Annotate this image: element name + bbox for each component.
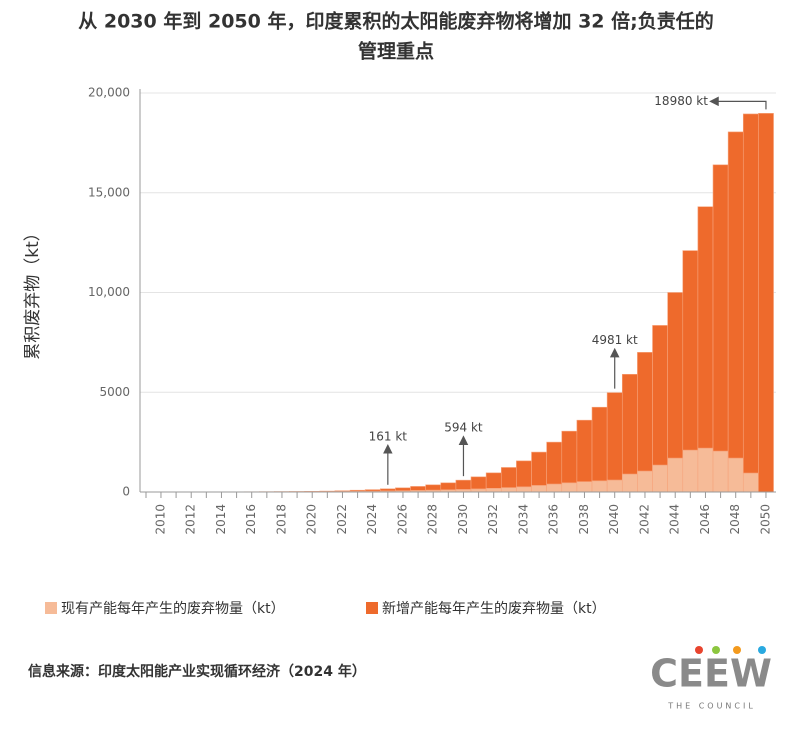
bar	[652, 325, 668, 466]
bar	[485, 472, 502, 489]
x-tick-label: 2044	[668, 504, 682, 535]
bar	[561, 430, 578, 484]
bar	[682, 449, 699, 493]
y-tick-label: 20,000	[88, 86, 130, 100]
annotation: 4981 kt	[592, 333, 638, 347]
x-tick-label: 2016	[244, 504, 258, 535]
x-tick-label: 2034	[516, 504, 530, 535]
bar	[379, 488, 396, 492]
logo-tagline: THE COUNCIL	[667, 702, 756, 711]
chart-title: 从 2030 年到 2050 年，印度累积的太阳能废弃物将增加 32 倍;负责任…	[78, 10, 714, 33]
bar	[516, 460, 532, 488]
annotation-arrow	[709, 96, 767, 110]
source: 信息来源：印度太阳能产业实现循环经济（2024 年）	[28, 663, 366, 680]
bar	[500, 487, 517, 493]
bar	[652, 464, 668, 493]
bar	[561, 482, 578, 493]
bar	[500, 467, 517, 488]
bar	[455, 479, 472, 490]
bar	[546, 483, 563, 493]
annotation: 594 kt	[444, 421, 483, 435]
x-tick-label: 2042	[637, 504, 651, 535]
bar	[425, 484, 442, 491]
x-tick-label: 2028	[426, 504, 440, 535]
bar	[410, 486, 426, 491]
x-tick-label: 2012	[184, 504, 198, 535]
x-tick-label: 2010	[153, 504, 167, 535]
legend-swatch	[45, 602, 57, 614]
x-tick-label: 2036	[547, 504, 561, 535]
bar	[606, 479, 623, 493]
bar	[349, 489, 366, 492]
bar	[440, 482, 457, 491]
x-tick-label: 2022	[335, 504, 349, 535]
bar	[667, 292, 684, 459]
bar	[591, 480, 608, 493]
bar	[606, 392, 623, 481]
x-tick-label: 2024	[365, 504, 379, 535]
y-tick-label: 0	[122, 485, 130, 499]
bar	[712, 450, 729, 493]
x-tick-label: 2050	[758, 504, 772, 535]
x-tick-label: 2032	[486, 504, 500, 535]
chart-title: 管理重点	[358, 40, 434, 63]
annotation: 161 kt	[369, 429, 408, 443]
y-axis-label: 累积废弃物（kt）	[23, 224, 43, 360]
logo-dot	[695, 646, 703, 654]
bar	[667, 457, 684, 493]
bar	[576, 481, 593, 493]
x-tick-label: 2014	[214, 504, 228, 535]
bar	[712, 164, 729, 452]
bar	[742, 472, 759, 493]
bar	[395, 487, 411, 491]
bar	[758, 113, 774, 493]
x-tick-label: 2030	[456, 504, 470, 535]
y-tick-label: 15,000	[88, 185, 130, 199]
bar	[576, 419, 593, 482]
bar	[727, 131, 744, 459]
x-tick-label: 2038	[577, 504, 591, 535]
bar	[334, 490, 351, 492]
bar	[621, 373, 638, 475]
x-tick-label: 2048	[728, 504, 742, 535]
annotation: 18980 kt	[654, 94, 708, 108]
bar	[531, 485, 547, 493]
x-tick-label: 2020	[305, 504, 319, 535]
logo-dot	[733, 646, 741, 654]
x-tick-label: 2018	[274, 504, 288, 535]
bar	[637, 352, 653, 472]
bar	[516, 486, 532, 493]
y-tick-label: 5000	[99, 385, 130, 399]
x-tick-label: 2046	[698, 504, 712, 535]
logo: CEEW	[650, 652, 772, 696]
bar	[531, 451, 547, 486]
y-tick-label: 10,000	[88, 285, 130, 299]
legend-swatch	[366, 602, 378, 614]
bar	[470, 476, 487, 490]
bar	[697, 447, 714, 493]
bar	[742, 113, 759, 474]
bar	[485, 488, 502, 493]
bar	[591, 406, 608, 482]
logo-dot	[712, 646, 720, 654]
legend-label: 现有产能每年产生的废弃物量（kt）	[61, 601, 285, 617]
legend-label: 新增产能每年产生的废弃物量（kt）	[382, 601, 606, 617]
x-tick-label: 2026	[395, 504, 409, 535]
bar	[621, 473, 638, 493]
bar	[682, 250, 699, 451]
bar	[546, 441, 563, 485]
logo-dot	[758, 646, 766, 654]
bar	[727, 457, 744, 493]
bar	[697, 206, 714, 449]
bar	[637, 470, 653, 493]
bar	[364, 489, 381, 492]
x-tick-label: 2040	[607, 504, 621, 535]
